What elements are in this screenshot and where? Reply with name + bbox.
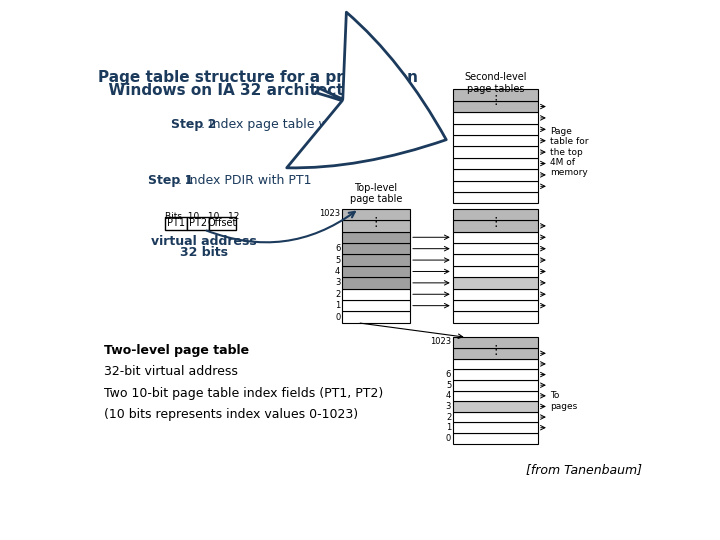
Bar (342, 254, 410, 266)
Bar (453, 243, 538, 254)
Bar (342, 300, 410, 312)
Text: Step 2: Step 2 (171, 118, 217, 131)
Bar (453, 380, 538, 390)
Text: Step 1: Step 1 (148, 174, 194, 187)
Bar (453, 180, 538, 192)
Text: 0: 0 (446, 434, 451, 443)
Text: Second-level
page tables: Second-level page tables (464, 72, 526, 94)
Text: 2: 2 (335, 290, 341, 299)
Text: 4: 4 (335, 267, 341, 276)
Bar (453, 90, 538, 101)
Bar (209, 217, 236, 230)
Bar (453, 338, 538, 348)
Text: Page table structure for a process on: Page table structure for a process on (98, 70, 418, 85)
Text: 1: 1 (335, 301, 341, 310)
Bar (453, 412, 538, 422)
Text: Windows on IA 32 architecture: Windows on IA 32 architecture (98, 83, 372, 98)
Text: 32 bits: 32 bits (180, 246, 228, 259)
Bar (453, 192, 538, 204)
Bar (453, 124, 538, 135)
Bar (453, 401, 538, 412)
Text: (10 bits represents index values 0-1023): (10 bits represents index values 0-1023) (104, 408, 358, 421)
Text: PT2: PT2 (189, 218, 207, 228)
Bar (453, 220, 538, 232)
Bar (453, 348, 538, 359)
Bar (342, 312, 410, 323)
Bar (342, 220, 410, 232)
Text: ⋮: ⋮ (370, 216, 382, 229)
Text: Offset: Offset (208, 218, 237, 228)
Text: [from Tanenbaum]: [from Tanenbaum] (526, 463, 642, 476)
Text: Page
table for
the top
4M of
memory: Page table for the top 4M of memory (550, 127, 589, 178)
Text: PT1: PT1 (167, 218, 185, 228)
Text: 5: 5 (335, 255, 341, 265)
Bar (453, 288, 538, 300)
Bar (453, 146, 538, 158)
Bar (453, 135, 538, 146)
Bar (453, 266, 538, 277)
Text: . Index page table with PT2: . Index page table with PT2 (201, 118, 372, 131)
Text: virtual address: virtual address (151, 235, 257, 248)
Bar (453, 112, 538, 124)
Text: 0: 0 (335, 313, 341, 321)
Bar (342, 288, 410, 300)
Text: 4: 4 (446, 392, 451, 400)
Text: Two-level page table: Two-level page table (104, 343, 249, 356)
Bar (453, 390, 538, 401)
Bar (453, 254, 538, 266)
Bar (453, 422, 538, 433)
Text: 3: 3 (335, 278, 341, 287)
Bar (453, 158, 538, 169)
Text: . Index PDIR with PT1: . Index PDIR with PT1 (178, 174, 311, 187)
Text: 2: 2 (446, 413, 451, 422)
Text: To
pages: To pages (550, 392, 577, 411)
Bar (342, 243, 410, 254)
Text: 1: 1 (446, 423, 451, 432)
Bar (453, 359, 538, 369)
Text: 6: 6 (446, 370, 451, 379)
Bar (165, 217, 187, 230)
Text: Two 10-bit page table index fields (PT1, PT2): Two 10-bit page table index fields (PT1,… (104, 387, 383, 400)
Text: Top-level
page table: Top-level page table (350, 183, 402, 204)
Bar (453, 232, 538, 243)
Bar (342, 277, 410, 288)
Text: ⋮: ⋮ (489, 216, 502, 229)
Text: 3: 3 (446, 402, 451, 411)
Text: 1023: 1023 (319, 209, 341, 218)
Text: Bits  10   10   12: Bits 10 10 12 (165, 212, 240, 221)
Bar (453, 312, 538, 323)
Text: ⋮: ⋮ (489, 94, 502, 107)
Text: 1023: 1023 (430, 338, 451, 346)
Bar (453, 300, 538, 312)
Bar (453, 369, 538, 380)
Bar (342, 232, 410, 243)
Bar (187, 217, 209, 230)
Bar (453, 101, 538, 112)
Bar (342, 209, 410, 220)
Bar (453, 209, 538, 220)
Bar (453, 433, 538, 444)
Text: 32-bit virtual address: 32-bit virtual address (104, 365, 238, 378)
Bar (342, 266, 410, 277)
Text: 6: 6 (335, 244, 341, 253)
Text: 5: 5 (446, 381, 451, 390)
Bar (453, 169, 538, 180)
Bar (453, 277, 538, 288)
Text: ⋮: ⋮ (489, 343, 502, 356)
